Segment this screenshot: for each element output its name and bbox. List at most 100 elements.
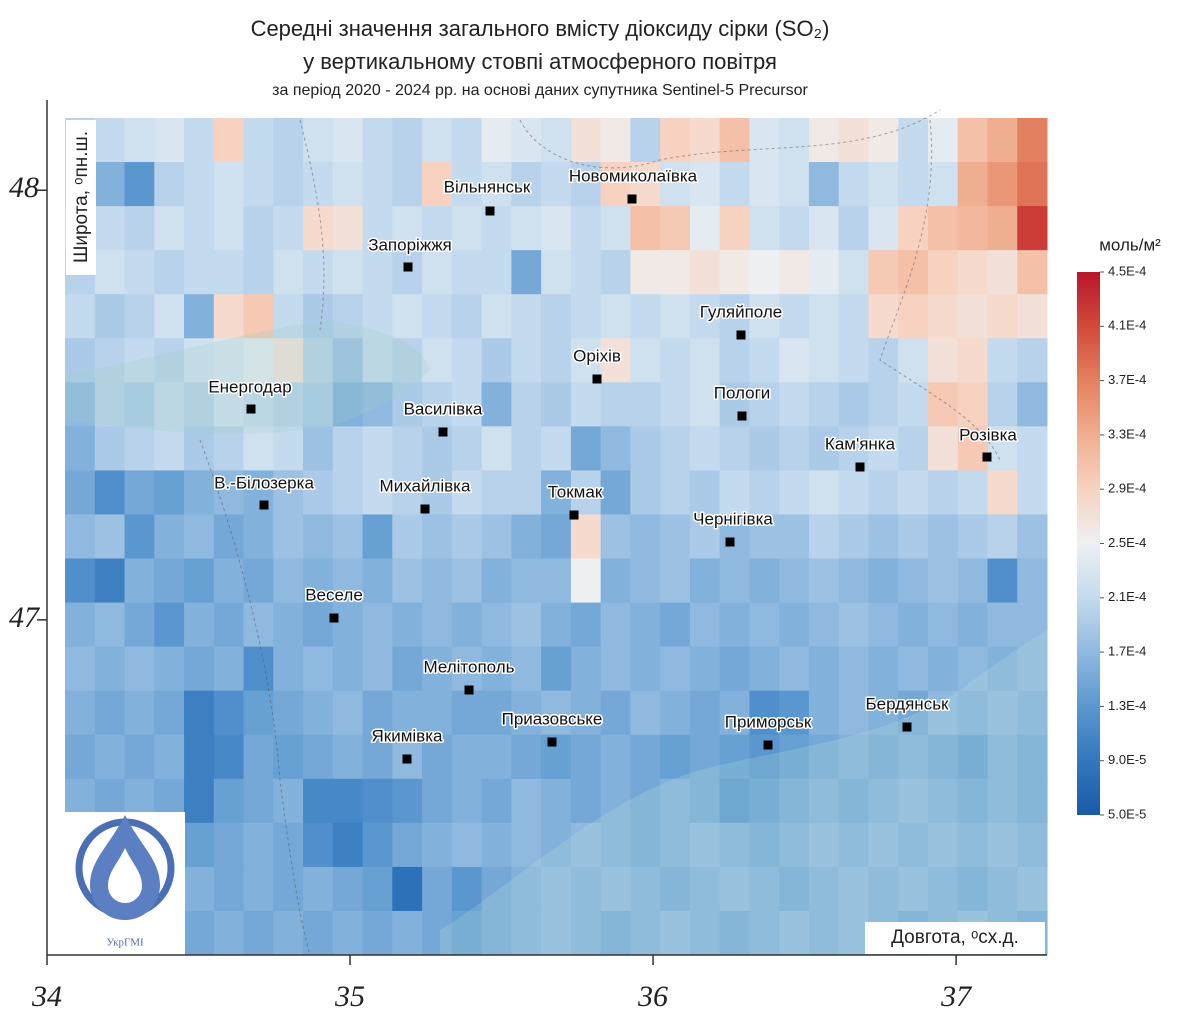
grid-cell <box>957 426 988 471</box>
grid-cell <box>481 250 512 295</box>
city-marker <box>329 613 339 623</box>
grid-cell <box>660 294 691 339</box>
colorbar-tick-label: 3.3E-4 <box>1108 426 1146 441</box>
grid-cell <box>689 514 721 560</box>
city-label: Розівка <box>959 425 1017 444</box>
grid-cell <box>957 734 988 780</box>
title-line: Середні значення загального вмісту діокс… <box>251 16 830 41</box>
grid-cell <box>600 382 631 427</box>
grid-cell <box>898 602 929 648</box>
grid-cell <box>898 118 929 163</box>
grid-cell <box>957 558 988 604</box>
grid-cell <box>838 118 869 163</box>
colorbar-scale <box>1077 272 1100 815</box>
colorbar-tick-label: 9.0E-5 <box>1108 752 1146 767</box>
grid-cell <box>957 338 988 383</box>
grid-cell <box>303 646 334 692</box>
grid-cell <box>273 426 304 471</box>
grid-cell <box>451 514 483 560</box>
city-label: Приморськ <box>725 712 812 731</box>
grid-cell <box>362 558 393 604</box>
x-axis-title: Довгота, ᵒсх.д. <box>891 927 1019 948</box>
grid-cell <box>957 382 988 427</box>
grid-cell <box>570 558 602 604</box>
grid-cell <box>660 470 691 515</box>
city-label: Новомиколаївка <box>569 166 698 185</box>
grid-cell <box>332 426 364 471</box>
grid-cell <box>600 866 631 912</box>
grid-cell <box>273 558 304 604</box>
grid-cell <box>719 734 750 780</box>
logo-text: УкрГМІ <box>106 937 144 949</box>
grid-cell <box>332 646 364 692</box>
title-line: у вертикальному стовпі атмосферного пові… <box>303 49 777 74</box>
city-label: Гуляйполе <box>700 302 782 321</box>
grid-cell <box>779 250 810 295</box>
grid-cell <box>660 162 691 207</box>
grid-cell <box>868 426 899 471</box>
grid-cell <box>898 822 929 868</box>
grid-cell <box>600 470 631 515</box>
grid-cell <box>719 206 750 251</box>
grid-cell <box>838 162 869 207</box>
y-axis-label: Широта, ᵒпн.ш. <box>66 120 96 275</box>
grid-cell <box>719 602 750 648</box>
grid-cell <box>957 822 988 868</box>
city-label: Пологи <box>714 383 771 402</box>
grid-cell <box>154 294 185 339</box>
grid-cell <box>65 338 96 383</box>
grid-cell <box>570 206 602 251</box>
grid-cell <box>660 734 691 780</box>
grid-cell <box>749 558 780 604</box>
grid-cell <box>362 294 393 339</box>
grid-cell <box>898 646 929 692</box>
grid-cell <box>808 250 840 295</box>
grid-cell <box>630 294 661 339</box>
grid-cell <box>154 470 185 515</box>
grid-cell <box>65 470 96 515</box>
grid-cell <box>779 206 810 251</box>
grid-cell <box>719 514 750 560</box>
city-label: Запоріжжя <box>368 235 452 254</box>
grid-cell <box>332 866 364 912</box>
grid-cell <box>332 162 364 207</box>
grid-cell <box>600 206 631 251</box>
grid-cell <box>213 690 245 736</box>
grid-cell <box>808 910 840 956</box>
grid-cell <box>570 294 602 339</box>
grid-cell <box>124 162 155 207</box>
city-label: Бердянськ <box>866 694 950 713</box>
grid-cell <box>570 690 602 736</box>
grid-cell <box>987 162 1018 207</box>
grid-cell <box>630 734 661 780</box>
grid-cell <box>541 910 572 956</box>
city-label: Оріхів <box>573 346 621 365</box>
grid-cell <box>838 646 869 692</box>
reservoir <box>65 320 430 435</box>
grid-cell <box>303 162 334 207</box>
grid-cell <box>124 294 155 339</box>
grid-cell <box>838 250 869 295</box>
grid-cell <box>660 602 691 648</box>
city-marker <box>569 510 579 520</box>
grid-cell <box>213 338 245 383</box>
grid-cell <box>927 690 959 736</box>
grid-cell <box>332 778 364 824</box>
grid-cell <box>65 294 96 339</box>
grid-cell <box>600 162 631 207</box>
grid-cell <box>243 690 274 736</box>
grid-cell <box>570 822 602 868</box>
grid-cell <box>868 338 899 383</box>
grid-cell <box>243 646 274 692</box>
grid-cell <box>868 558 899 604</box>
grid-cell <box>541 514 572 560</box>
grid-cell <box>779 118 810 163</box>
grid-cell <box>838 734 869 780</box>
grid-cell <box>541 470 572 515</box>
grid-cell <box>154 382 185 427</box>
grid-cell <box>898 558 929 604</box>
grid-cell <box>660 206 691 251</box>
grid-cell <box>154 690 185 736</box>
grid-cell <box>987 470 1018 515</box>
grid-cell <box>749 778 780 824</box>
